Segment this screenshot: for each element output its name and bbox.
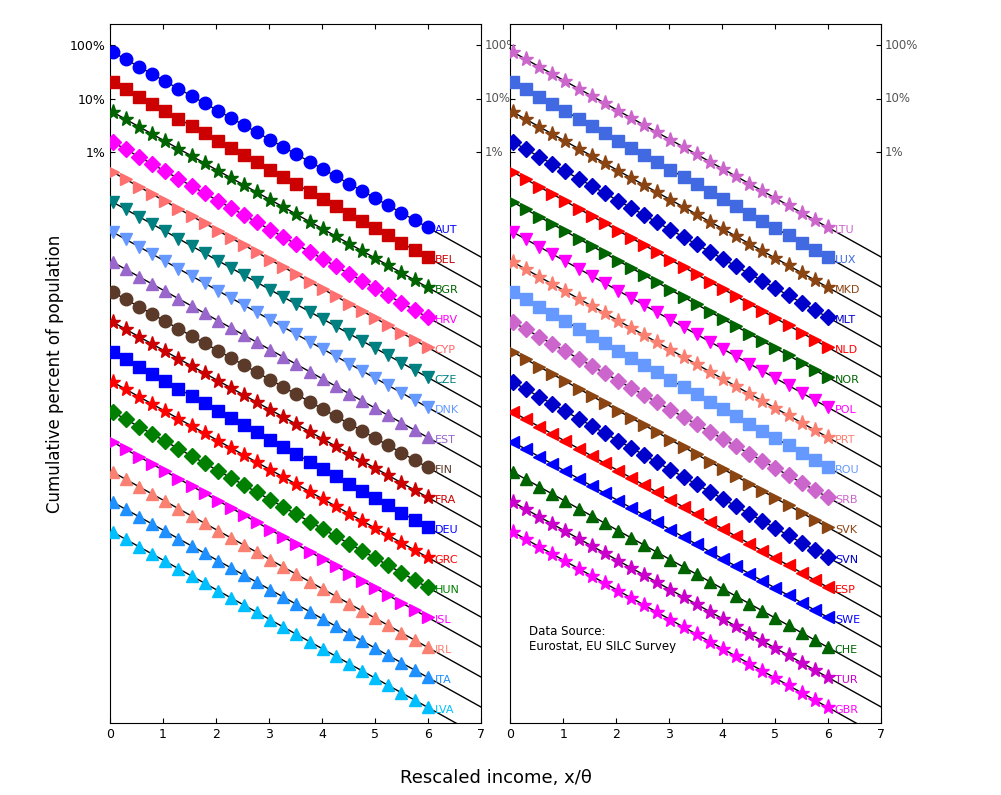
Text: Rescaled income, x/θ: Rescaled income, x/θ <box>399 769 592 787</box>
Text: 10%: 10% <box>885 92 911 106</box>
Text: SVK: SVK <box>835 525 857 535</box>
Text: HRV: HRV <box>434 315 457 325</box>
Text: AUT: AUT <box>434 225 457 235</box>
Text: SRB: SRB <box>835 494 857 505</box>
Text: LTU: LTU <box>835 225 855 235</box>
Text: 1%: 1% <box>885 146 904 159</box>
Text: NLD: NLD <box>835 345 858 355</box>
Text: CHE: CHE <box>835 645 858 655</box>
Text: Data Source:
Eurostat, EU SILC Survey: Data Source: Eurostat, EU SILC Survey <box>529 626 676 653</box>
Text: 1%: 1% <box>484 146 504 159</box>
Text: MKD: MKD <box>835 285 860 295</box>
Text: NOR: NOR <box>835 374 860 385</box>
Text: FIN: FIN <box>434 465 452 475</box>
Text: TUR: TUR <box>835 675 858 684</box>
Text: ROU: ROU <box>835 465 860 475</box>
Text: FRA: FRA <box>434 494 455 505</box>
Text: 100%: 100% <box>484 39 519 52</box>
Text: DNK: DNK <box>434 405 458 415</box>
Text: BEL: BEL <box>434 254 455 265</box>
Text: BGR: BGR <box>434 285 458 295</box>
Text: PRT: PRT <box>835 435 855 444</box>
Text: LVA: LVA <box>434 704 454 715</box>
Text: DEU: DEU <box>434 525 458 535</box>
Y-axis label: Cumulative percent of population: Cumulative percent of population <box>46 235 64 513</box>
Text: GRC: GRC <box>434 555 458 564</box>
Text: CYP: CYP <box>434 345 455 355</box>
Text: GBR: GBR <box>835 704 859 715</box>
Text: SVN: SVN <box>835 555 858 564</box>
Text: LUX: LUX <box>835 254 856 265</box>
Text: 100%: 100% <box>885 39 919 52</box>
Text: ISL: ISL <box>434 615 451 625</box>
Text: EST: EST <box>434 435 455 444</box>
Text: SWE: SWE <box>835 615 860 625</box>
Text: ESP: ESP <box>835 585 856 595</box>
Text: 10%: 10% <box>484 92 511 106</box>
Text: MLT: MLT <box>835 315 856 325</box>
Text: HUN: HUN <box>434 585 459 595</box>
Text: ITA: ITA <box>434 675 451 684</box>
Text: IRL: IRL <box>434 645 451 655</box>
Text: POL: POL <box>835 405 857 415</box>
Text: CZE: CZE <box>434 374 457 385</box>
